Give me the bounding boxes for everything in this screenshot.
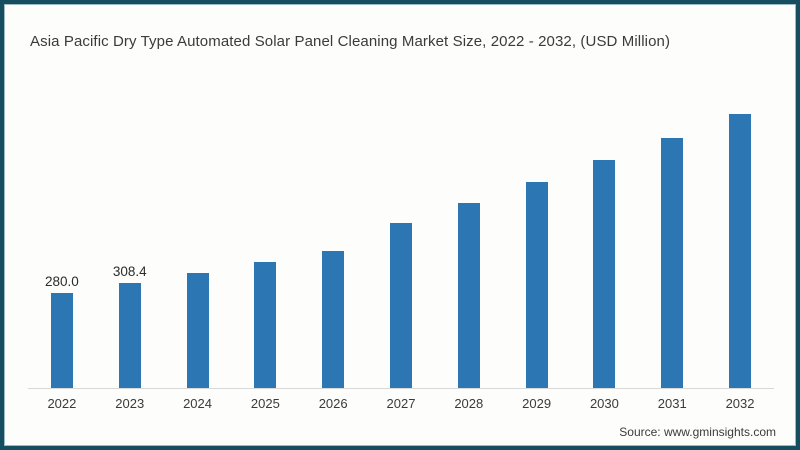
- x-tick-label: 2032: [725, 396, 755, 411]
- source-attribution: Source: www.gminsights.com: [619, 425, 776, 439]
- x-axis: 2022 2023 2024 2025 2026 2027 2028 2029 2030 2031…: [28, 396, 774, 411]
- x-tick-label: 2027: [386, 396, 416, 411]
- bar-slot: [638, 88, 706, 388]
- bar-slot: [299, 88, 367, 388]
- bar-slot: [571, 88, 639, 388]
- bar-slot: [367, 88, 435, 388]
- bar: [525, 182, 548, 388]
- bar-slot: [503, 88, 571, 388]
- plot-area: 280.0 308.4: [28, 88, 774, 389]
- x-tick-label: 2026: [318, 396, 348, 411]
- x-tick-label: 2030: [589, 396, 619, 411]
- x-tick-label: 2028: [454, 396, 484, 411]
- x-tick-label: 2029: [522, 396, 552, 411]
- bar: [254, 262, 277, 388]
- bar-slot: 280.0: [28, 88, 96, 388]
- bar-slot: [164, 88, 232, 388]
- x-tick-label: 2023: [115, 396, 145, 411]
- bar: [593, 160, 616, 388]
- chart-title: Asia Pacific Dry Type Automated Solar Pa…: [30, 33, 671, 50]
- x-tick-label: 2031: [657, 396, 687, 411]
- bar: [457, 203, 480, 388]
- x-tick-label: 2022: [47, 396, 77, 411]
- bar: [661, 138, 684, 388]
- bar: [389, 223, 412, 388]
- bar-slot: [435, 88, 503, 388]
- bar-value-label: 308.4: [112, 264, 147, 279]
- bar: [50, 293, 73, 388]
- bar: [186, 273, 209, 388]
- bar-slot: [231, 88, 299, 388]
- x-tick-label: 2025: [250, 396, 280, 411]
- bar-slot: [706, 88, 774, 388]
- x-tick-label: 2024: [183, 396, 212, 411]
- bar-value-label: 280.0: [45, 274, 79, 289]
- bar: [322, 251, 345, 388]
- bar-slot: 308.4: [96, 88, 164, 388]
- bar: [118, 283, 141, 388]
- bar: [729, 114, 752, 388]
